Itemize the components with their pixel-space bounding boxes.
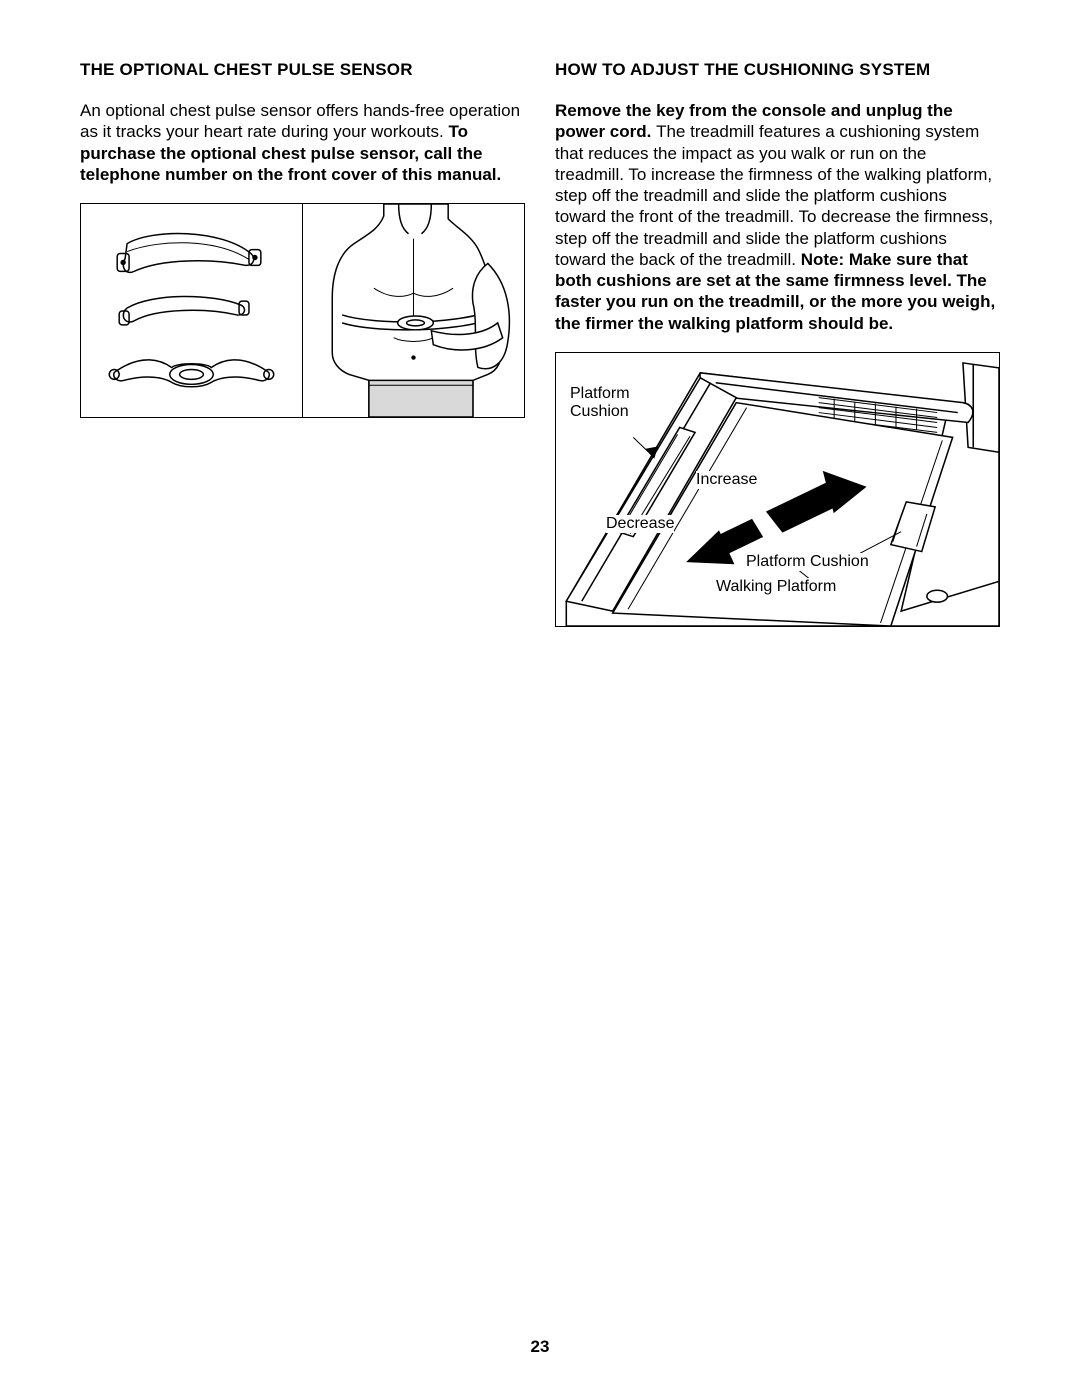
label-platform-cushion-right: Platform Cushion — [746, 553, 869, 571]
label-walking-platform: Walking Platform — [716, 578, 836, 596]
label-decrease: Decrease — [606, 515, 674, 533]
left-paragraph: An optional chest pulse sensor offers ha… — [80, 100, 525, 185]
chest-sensor-straps-illustration — [81, 204, 303, 417]
right-heading: HOW TO ADJUST THE CUSHIONING SYSTEM — [555, 60, 1000, 80]
chest-sensor-figure — [80, 203, 525, 418]
left-column: THE OPTIONAL CHEST PULSE SENSOR An optio… — [80, 60, 525, 627]
left-heading: THE OPTIONAL CHEST PULSE SENSOR — [80, 60, 525, 80]
label-platform-cushion-top: Platform Cushion — [570, 385, 630, 422]
manual-page: THE OPTIONAL CHEST PULSE SENSOR An optio… — [0, 0, 1080, 667]
strap-svg — [81, 204, 302, 417]
label-increase: Increase — [696, 471, 757, 489]
right-paragraph: Remove the key from the console and unpl… — [555, 100, 1000, 334]
person-svg — [303, 204, 524, 417]
right-p-plain1: The treadmill features a cushioning syst… — [555, 122, 993, 269]
page-number: 23 — [0, 1337, 1080, 1357]
chest-sensor-person-illustration — [303, 204, 524, 417]
right-column: HOW TO ADJUST THE CUSHIONING SYSTEM Remo… — [555, 60, 1000, 627]
cushioning-figure: Platform Cushion Increase Decrease Platf… — [555, 352, 1000, 627]
